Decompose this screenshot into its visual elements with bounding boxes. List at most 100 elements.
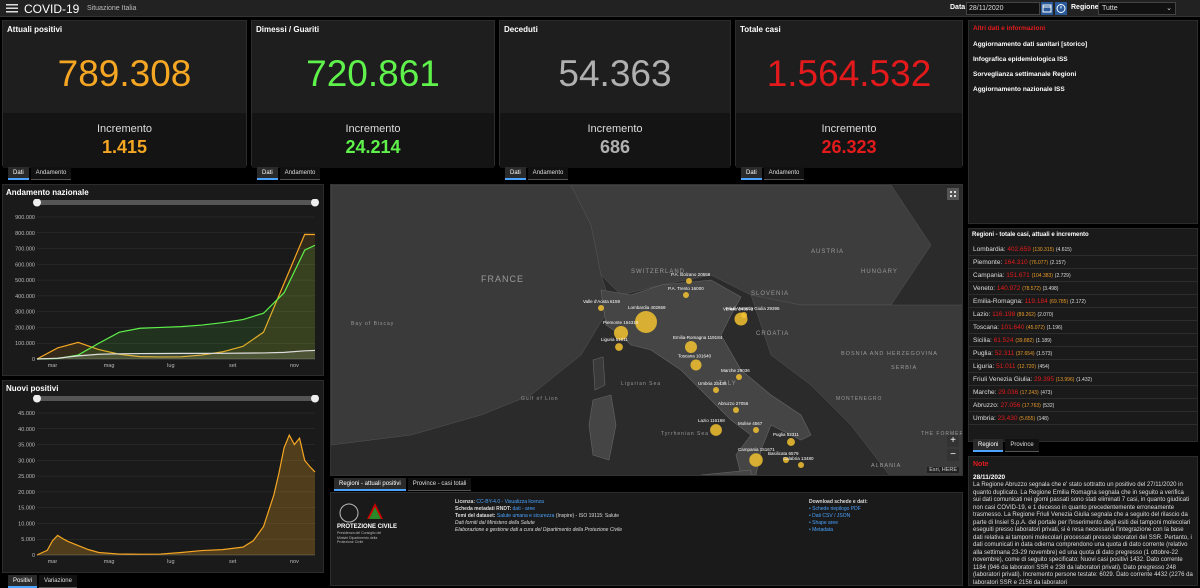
tab-andamento[interactable]: Andamento — [527, 167, 569, 180]
tab-andamento[interactable]: Andamento — [279, 167, 321, 180]
layers-icon[interactable] — [947, 188, 959, 200]
regions-panel: Regioni - totale casi, attuali e increme… — [968, 228, 1198, 442]
map-bubble[interactable] — [690, 359, 702, 371]
map-bubble[interactable] — [685, 341, 697, 353]
metadati-link[interactable]: dati - aree — [512, 506, 536, 512]
tab-andamento[interactable]: Andamento — [763, 167, 805, 180]
range-slider-handle-left[interactable] — [33, 199, 41, 207]
x-tick-label: mar — [48, 559, 58, 565]
chart-nuovi: 0 5.000 10.000 15.000 20.000 25.000 30.000 35.0… — [18, 395, 319, 565]
map-bubble[interactable] — [733, 407, 739, 413]
map-bubble-label: Piemonte 164310 — [603, 320, 639, 325]
map-label: SERBIA — [891, 365, 917, 371]
y-tick-label: 600.000 — [15, 262, 35, 268]
tab-dati[interactable]: Dati — [257, 167, 278, 180]
tab-andamento[interactable]: Andamento — [30, 167, 72, 180]
region-row[interactable]: Sicilia: 61.524 (39.882) (1.189) — [969, 334, 1197, 347]
map-label: Tyrrhenian Sea — [661, 431, 709, 437]
region-row[interactable]: Veneto: 140.972 (78.572) (3.498) — [969, 282, 1197, 295]
menu-icon[interactable] — [6, 3, 18, 13]
zoom-in-icon[interactable]: + — [947, 435, 959, 447]
region-row[interactable]: Abruzzo: 27.056 (17.763) (532) — [969, 399, 1197, 412]
map-bubble[interactable] — [736, 374, 742, 380]
range-slider-track[interactable] — [37, 200, 315, 205]
region-row[interactable]: Puglia: 52.311 (37.654) (1.573) — [969, 347, 1197, 360]
tab-regioni-attuali[interactable]: Regioni - attuali positivi — [334, 478, 406, 491]
zoom-out-icon[interactable]: − — [947, 449, 959, 461]
map-bubble[interactable] — [635, 311, 657, 333]
tab-positivi[interactable]: Positivi — [8, 575, 38, 588]
region-row[interactable]: Lazio: 116.198 (89.262) (2.070) — [969, 308, 1197, 321]
download-csv[interactable]: • Dati CSV / JSON — [809, 513, 851, 519]
map-label: MONTENEGRO — [836, 396, 882, 402]
range-slider-handle-right[interactable] — [311, 199, 319, 207]
download-shape[interactable]: • Shape aree — [809, 520, 838, 526]
region-row[interactable]: Emilia-Romagna: 119.184 (69.785) (2.172) — [969, 295, 1197, 308]
map-bubble[interactable] — [783, 457, 789, 463]
card-increment-label: Incremento — [587, 123, 643, 135]
clock-icon[interactable] — [1055, 2, 1067, 15]
map-bubble-label: Toscana 101640 — [678, 353, 712, 358]
map-bubble[interactable] — [615, 343, 623, 351]
region-row[interactable]: Campania: 151.671 (104.383) (2.729) — [969, 269, 1197, 282]
map-label: Gulf of Lion — [521, 396, 559, 402]
region-row[interactable]: Umbria: 23.430 (5.655) (148) — [969, 412, 1197, 425]
tab-dati[interactable]: Dati — [8, 167, 29, 180]
range-slider-handle-left[interactable] — [33, 395, 41, 403]
tab-regioni[interactable]: Regioni — [973, 439, 1004, 452]
region-row[interactable]: Piemonte: 164.310 (76.077) (2.157) — [969, 256, 1197, 269]
tab-province[interactable]: Province — [1005, 439, 1039, 452]
tab-variazione[interactable]: Variazione — [39, 575, 77, 588]
map-bubble[interactable] — [741, 312, 747, 318]
tab-dati[interactable]: Dati — [741, 167, 762, 180]
temi-link[interactable]: Salute umana e sicurezza — [496, 513, 555, 519]
map-bubble[interactable] — [787, 438, 795, 446]
calendar-icon[interactable] — [1041, 2, 1053, 15]
link-sorveglianza[interactable]: Sorveglianza settimanale Regioni — [973, 71, 1077, 78]
footer-panel: PROTEZIONE CIVILE Presidenza del Consigl… — [330, 492, 963, 586]
metadati-label: Scheda metadati RNDT: — [455, 506, 512, 512]
range-slider-track[interactable] — [37, 396, 315, 401]
map-canvas[interactable]: FRANCE SWITZERLAND AUSTRIA SLOVENIA CROATIA H… — [331, 185, 963, 476]
tab-dati[interactable]: Dati — [505, 167, 526, 180]
region-row[interactable]: Marche: 29.036 (17.243) (473) — [969, 386, 1197, 399]
map-bubble[interactable] — [753, 427, 759, 433]
link-dati-sanitari[interactable]: Aggiornamento dati sanitari [storico] — [973, 41, 1088, 48]
region-row[interactable]: Lombardia: 402.659 (130.315) (4.615) — [969, 243, 1197, 256]
map-bubble[interactable] — [598, 305, 604, 311]
map-bubble[interactable] — [683, 292, 689, 298]
map-bubble-label: Emilia-Romagna 119184 — [673, 335, 723, 340]
series-area-1 — [37, 245, 315, 359]
map-bubble-label: Marche 29036 — [721, 368, 750, 373]
regions-list[interactable]: Lombardia: 402.659 (130.315) (4.615) Piem… — [969, 243, 1197, 425]
region-active: (17.243) — [1020, 390, 1039, 396]
tab-province-totali[interactable]: Province - casi totali — [407, 478, 472, 491]
map-bubble[interactable] — [713, 387, 719, 393]
series-line-2 — [36, 349, 316, 360]
card-tabs: Dati Andamento — [741, 166, 806, 180]
map-bubble[interactable] — [749, 453, 763, 467]
map[interactable]: FRANCE SWITZERLAND AUSTRIA SLOVENIA CROATIA H… — [330, 184, 963, 476]
map-bubble[interactable] — [686, 278, 692, 284]
region-total: 119.184 — [1024, 298, 1048, 305]
chart-andamento: 0 100.000 200.000 300.000 400.000 500.000 600.… — [15, 199, 319, 369]
date-input[interactable]: 28/11/2020 — [966, 2, 1040, 15]
licenza-link[interactable]: CC-BY-4.0 - Visualizza licenza — [476, 499, 544, 505]
region-row[interactable]: Toscana: 101.640 (45.072) (1.196) — [969, 321, 1197, 334]
link-infografica[interactable]: Infografica epidemiologica ISS — [973, 56, 1068, 63]
map-bubble[interactable] — [710, 424, 722, 436]
map-bubble-label: Friuli Venezia Giulia 29395 — [726, 306, 780, 311]
map-bubble[interactable] — [798, 462, 804, 468]
map-bubble[interactable] — [613, 325, 629, 341]
x-tick-label: nov — [290, 559, 299, 565]
link-iss[interactable]: Aggiornamento nazionale ISS — [973, 86, 1065, 93]
range-slider-handle-right[interactable] — [311, 395, 319, 403]
region-row[interactable]: Liguria: 51.011 (12.720) (454) — [969, 360, 1197, 373]
region-select[interactable]: Tutte ⌄ — [1098, 2, 1176, 15]
region-active: (130.315) — [1032, 247, 1055, 253]
region-increment: (1.196) — [1046, 325, 1063, 331]
card-tabs: Dati Andamento — [257, 166, 322, 180]
region-row[interactable]: Friuli Venezia Giulia: 29.395 (13.996) (… — [969, 373, 1197, 386]
download-metadata[interactable]: • Metadata — [809, 527, 833, 533]
download-pdf[interactable]: • Schede riepilogo PDF — [809, 506, 861, 512]
